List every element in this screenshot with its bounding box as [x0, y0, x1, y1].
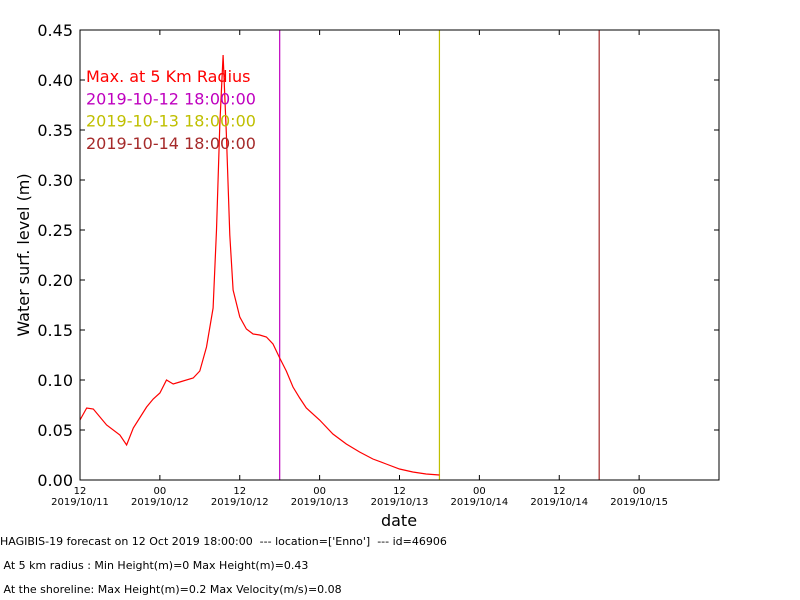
- footer-forecast-info: HAGIBIS-19 forecast on 12 Oct 2019 18:00…: [0, 535, 447, 548]
- legend-entry-0: Max. at 5 Km Radius: [86, 67, 251, 86]
- y-tick-label-4: 0.20: [37, 271, 73, 290]
- x-tick-date-3: 2019/10/13: [291, 497, 349, 508]
- x-tick-hour-1: 00: [154, 486, 167, 497]
- y-tick-label-8: 0.40: [37, 71, 73, 90]
- legend: Max. at 5 Km Radius 2019-10-12 18:00:00 20…: [86, 67, 256, 153]
- x-tick-date-2: 2019/10/12: [211, 497, 269, 508]
- x-tick-date-1: 2019/10/12: [131, 497, 189, 508]
- x-tick-hour-7: 00: [633, 486, 646, 497]
- water-level-chart: 0.00 0.05 0.10 0.15 0.20 0.25 0.30 0.35 0.40 0.45…: [14, 21, 720, 530]
- x-tick-hour-4: 12: [393, 486, 406, 497]
- y-tick-label-3: 0.15: [37, 321, 73, 340]
- x-tick-hour-2: 12: [233, 486, 246, 497]
- x-axis-label: date: [381, 511, 417, 530]
- legend-entry-2: 2019-10-13 18:00:00: [86, 112, 256, 131]
- y-tick-label-7: 0.35: [37, 121, 73, 140]
- x-tick-hour-3: 00: [313, 486, 326, 497]
- y-axis-label: Water surf. level (m): [14, 173, 33, 336]
- y-tick-label-0: 0.00: [37, 471, 73, 490]
- footer-5km-radius: At 5 km radius : Min Height(m)=0 Max Hei…: [0, 559, 309, 572]
- y-tick-label-9: 0.45: [37, 21, 73, 40]
- series-line-0: [79, 54, 440, 476]
- y-tick-label-1: 0.05: [37, 421, 73, 440]
- x-tick-date-7: 2019/10/15: [610, 497, 668, 508]
- x-tick-date-0: 2019/10/11: [51, 497, 109, 508]
- x-tick-hour-6: 12: [553, 486, 566, 497]
- x-tick-date-6: 2019/10/14: [530, 497, 588, 508]
- legend-entry-3: 2019-10-14 18:00:00: [86, 134, 256, 153]
- x-tick-date-4: 2019/10/13: [371, 497, 429, 508]
- footer-shoreline: At the shoreline: Max Height(m)=0.2 Max …: [0, 583, 342, 596]
- y-tick-label-5: 0.25: [37, 221, 73, 240]
- ticks-layer: 0.00 0.05 0.10 0.15 0.20 0.25 0.30 0.35 0.40 0.45…: [37, 21, 719, 508]
- x-tick-date-5: 2019/10/14: [451, 497, 509, 508]
- y-tick-label-6: 0.30: [37, 171, 73, 190]
- plot-layer: [79, 30, 600, 480]
- y-tick-label-2: 0.10: [37, 371, 73, 390]
- x-tick-hour-5: 00: [473, 486, 486, 497]
- x-tick-hour-0: 12: [74, 486, 87, 497]
- legend-entry-1: 2019-10-12 18:00:00: [86, 89, 256, 108]
